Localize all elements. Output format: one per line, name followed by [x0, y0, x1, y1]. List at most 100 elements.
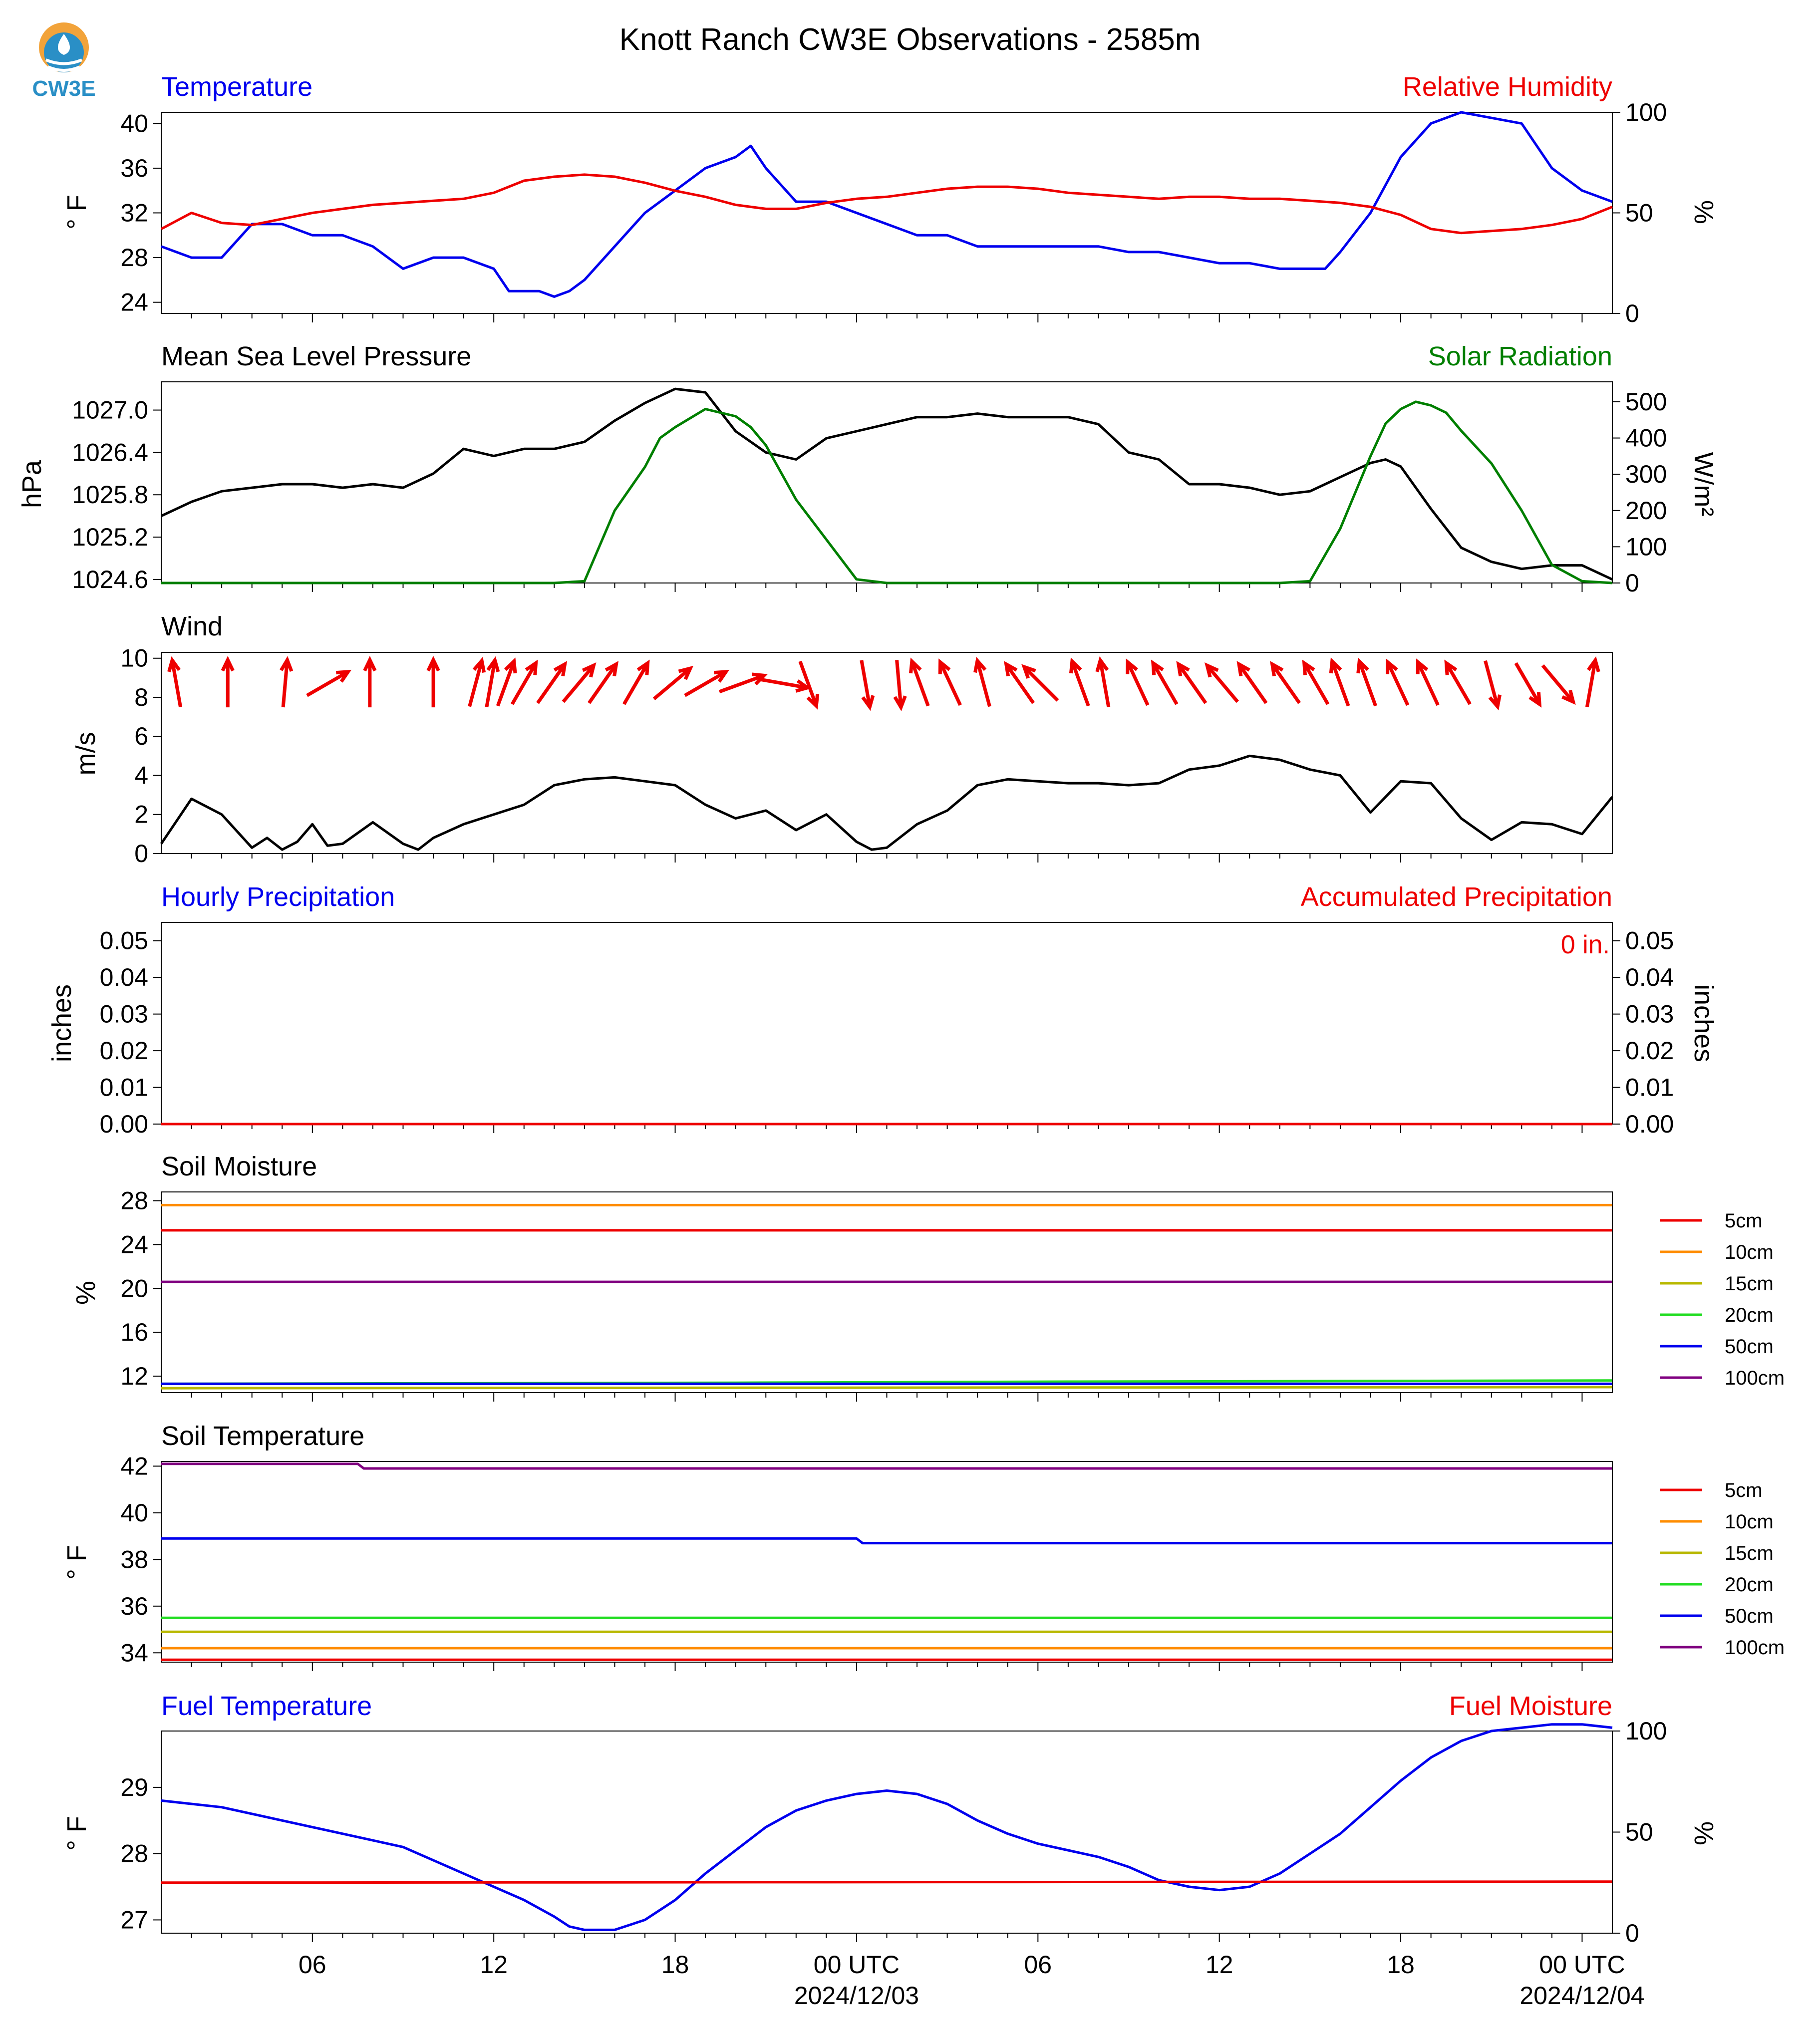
wind-arrow [652, 667, 692, 700]
legend-label: 5cm [1725, 1210, 1763, 1232]
y-tick-label: 0.04 [100, 963, 148, 991]
y-tick-label: 1025.2 [72, 523, 148, 551]
y-tick-label: 0.00 [100, 1110, 148, 1138]
wind-arrow-head [605, 661, 619, 676]
y2-tick-label: 0.02 [1625, 1037, 1674, 1065]
y2-tick-label: 200 [1625, 497, 1667, 525]
wind-arrow [510, 662, 538, 705]
legend-label: 50cm [1725, 1605, 1774, 1627]
legend-label: 5cm [1725, 1479, 1763, 1501]
wind-arrow-head [1386, 658, 1398, 674]
logo-text: CW3E [32, 76, 95, 101]
wind-arrow-head [938, 658, 951, 674]
wind-arrow-head [893, 695, 907, 711]
y-tick-label: 36 [120, 154, 148, 182]
y-tick-label: 1027.0 [72, 396, 148, 424]
wind-arrow-head [553, 661, 568, 676]
wind-arrow [1098, 660, 1111, 707]
wind-arrow [910, 660, 930, 707]
wind-arrow-head [1176, 661, 1190, 676]
y-tick-label: 38 [120, 1545, 148, 1573]
series-line-50cm [161, 1537, 1612, 1545]
y2-tick-label: 0 [1625, 569, 1639, 597]
legend-label: 100cm [1725, 1637, 1785, 1659]
wind-arrow [1357, 660, 1377, 707]
y-tick-label: 0 [134, 840, 148, 868]
y-tick-label: 4 [134, 761, 148, 789]
wind-arrow [1445, 662, 1472, 705]
legend-label: 100cm [1725, 1367, 1785, 1389]
wind-arrow-head [280, 656, 294, 672]
wind-arrow-head [1095, 656, 1109, 672]
precip-ylabel: inches [47, 984, 77, 1062]
wind-arrow [1206, 664, 1239, 703]
wind-arrow [760, 677, 808, 690]
wind-arrow-head [678, 665, 694, 680]
wind-title: Wind [161, 611, 223, 641]
y-tick-label: 34 [120, 1639, 148, 1667]
wind-arrow-head [1561, 689, 1576, 705]
x-tick-label: 12 [1206, 1951, 1233, 1979]
y-tick-label: 0.02 [100, 1037, 148, 1065]
wind-arrow [1484, 660, 1500, 707]
series-line-100cm [161, 1462, 1612, 1470]
x-tick-label: 00 UTC [814, 1951, 900, 1979]
wind-arrow-head [806, 694, 820, 710]
x-tick-label: 18 [1387, 1951, 1415, 1979]
wind-arrow [1070, 660, 1090, 707]
y-tick-label: 27 [120, 1906, 148, 1934]
y2-tick-label: 100 [1625, 1717, 1667, 1745]
wind-arrow-head [486, 656, 500, 672]
wind-arrow-head [1126, 658, 1138, 674]
fuel-moisture-title: Fuel Moisture [1449, 1691, 1612, 1721]
wind-arrow-head [336, 669, 352, 683]
humidity-title: Relative Humidity [1403, 72, 1612, 102]
wind-arrow-head [1586, 656, 1600, 672]
x-tick-label: 12 [480, 1951, 508, 1979]
y-tick-label: 28 [120, 1187, 148, 1215]
y2-tick-label: 400 [1625, 424, 1667, 452]
legend-label: 20cm [1725, 1304, 1774, 1326]
wind-arrow-head [1302, 659, 1315, 675]
wind-arrow [588, 663, 618, 704]
series-line-fuel-temperature [161, 1723, 1613, 1931]
wind-arrow [860, 660, 872, 707]
y-tick-label: 10 [120, 644, 148, 672]
y2-tick-label: 500 [1625, 388, 1667, 416]
chart-layer: 24283236400501001024.61025.21025.81026.4… [72, 98, 1785, 2010]
wind-arrow [485, 660, 497, 707]
y-tick-label: 40 [120, 109, 148, 137]
wind-arrow-head [1205, 662, 1219, 678]
wind-arrow-head [1021, 664, 1036, 679]
temperature-ylabel: ° F [62, 195, 92, 230]
wind-arrow-head [909, 657, 922, 674]
wind-arrow-head [636, 659, 650, 675]
wind-arrow-head [1069, 657, 1082, 674]
wind-arrow-head [1151, 659, 1164, 675]
legend-label: 15cm [1725, 1542, 1774, 1564]
temperature-title: Temperature [161, 72, 312, 102]
wind-arrow-head [167, 656, 181, 672]
figure-title: Knott Ranch CW3E Observations - 2585m [619, 22, 1201, 57]
y-tick-label: 0.03 [100, 1000, 148, 1028]
cw3e-logo: CW3E [32, 22, 96, 101]
y-tick-label: 1026.4 [72, 438, 148, 466]
soil-temp-title: Soil Temperature [161, 1421, 364, 1451]
pressure-title: Mean Sea Level Pressure [161, 341, 471, 371]
fuel-temp-title: Fuel Temperature [161, 1691, 372, 1721]
wind-arrow [170, 660, 182, 707]
y2-tick-label: 100 [1625, 98, 1667, 126]
wind-arrow [1023, 665, 1059, 702]
wind-arrow-head [861, 695, 875, 711]
wind-arrow [281, 659, 289, 708]
wind-arrow [1416, 661, 1440, 706]
legend-label: 10cm [1725, 1511, 1774, 1533]
y2-tick-label: 0.01 [1625, 1074, 1674, 1102]
wind-arrow-head [525, 659, 538, 675]
y2-tick-label: 0.03 [1625, 1000, 1674, 1028]
wind-arrow [1004, 663, 1035, 704]
wind-arrow [1541, 664, 1575, 703]
wind-arrow-head [1004, 661, 1018, 676]
wind-arrow [1126, 661, 1150, 706]
